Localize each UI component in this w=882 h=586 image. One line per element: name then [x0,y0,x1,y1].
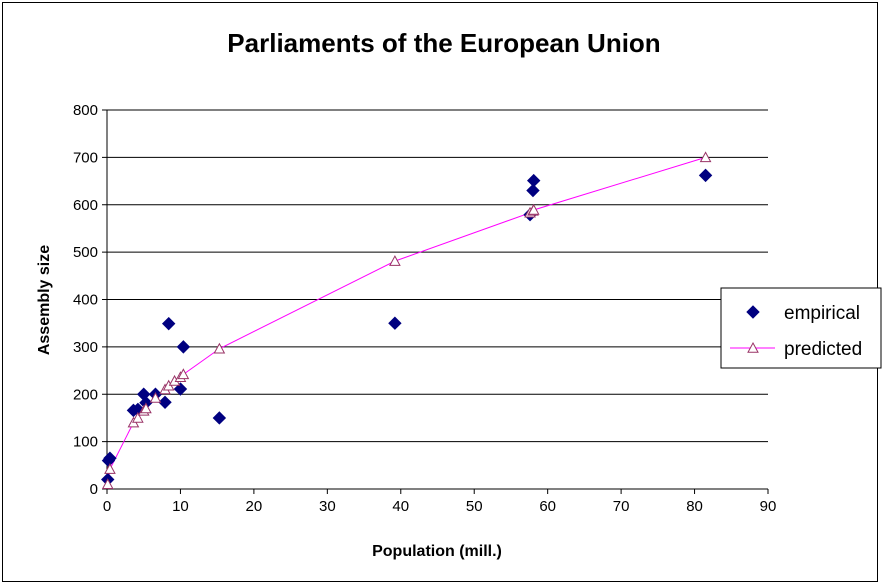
empirical-point [527,173,541,188]
x-tick-label: 30 [319,498,336,515]
predicted-point [101,478,114,490]
empirical-point [698,168,713,183]
predicted-point [389,255,401,266]
x-tick-label: 0 [103,498,111,515]
legend-predicted-marker [747,341,759,353]
y-tick-label: 300 [73,339,98,356]
y-tick-label: 700 [73,149,98,166]
series-markers [101,151,713,490]
y-axis-title: Assembly size [36,245,53,355]
empirical-point [388,316,402,330]
predicted-point [104,463,116,474]
x-tick-label: 90 [760,498,777,515]
predicted-point [699,151,712,163]
x-tick-label: 50 [466,498,483,515]
empirical-point [161,316,176,331]
predicted-point [213,342,226,354]
x-tick-label: 20 [246,498,263,515]
y-tick-label: 500 [73,244,98,261]
legend: empirical predicted [720,287,882,369]
y-tick-label: 100 [73,434,98,451]
y-tick-label: 600 [73,197,98,214]
legend-empirical-label: empirical [784,303,860,324]
empirical-point [173,382,188,396]
empirical-point [526,183,540,198]
x-tick-label: 60 [539,498,556,515]
y-tick-label: 800 [73,102,98,119]
x-tick-labels: 0 10 20 30 40 50 60 70 80 90 [103,498,777,515]
chart-title: Parliaments of the European Union [227,28,660,58]
y-tick-label: 400 [73,292,98,309]
legend-predicted-label: predicted [784,339,862,360]
predicted-point [527,203,540,215]
x-tick-label: 70 [613,498,630,515]
x-tick-label: 40 [392,498,409,515]
legend-box [720,287,882,369]
gridlines [107,109,768,443]
y-tick-labels: 0 100 200 300 400 500 600 700 800 [73,102,98,498]
predicted-point [177,368,190,380]
y-tick-label: 200 [73,386,98,403]
predicted-point [140,402,152,414]
x-axis-title: Population (mill.) [372,543,502,560]
empirical-point [176,340,191,354]
x-tick-label: 80 [686,498,703,515]
empirical-point [158,395,172,410]
y-tick-label: 0 [90,481,98,498]
predicted-point [132,411,144,423]
legend-empirical-marker [746,305,760,319]
x-tick-label: 10 [172,498,189,515]
empirical-point [212,411,227,425]
predicted-point [149,391,162,403]
